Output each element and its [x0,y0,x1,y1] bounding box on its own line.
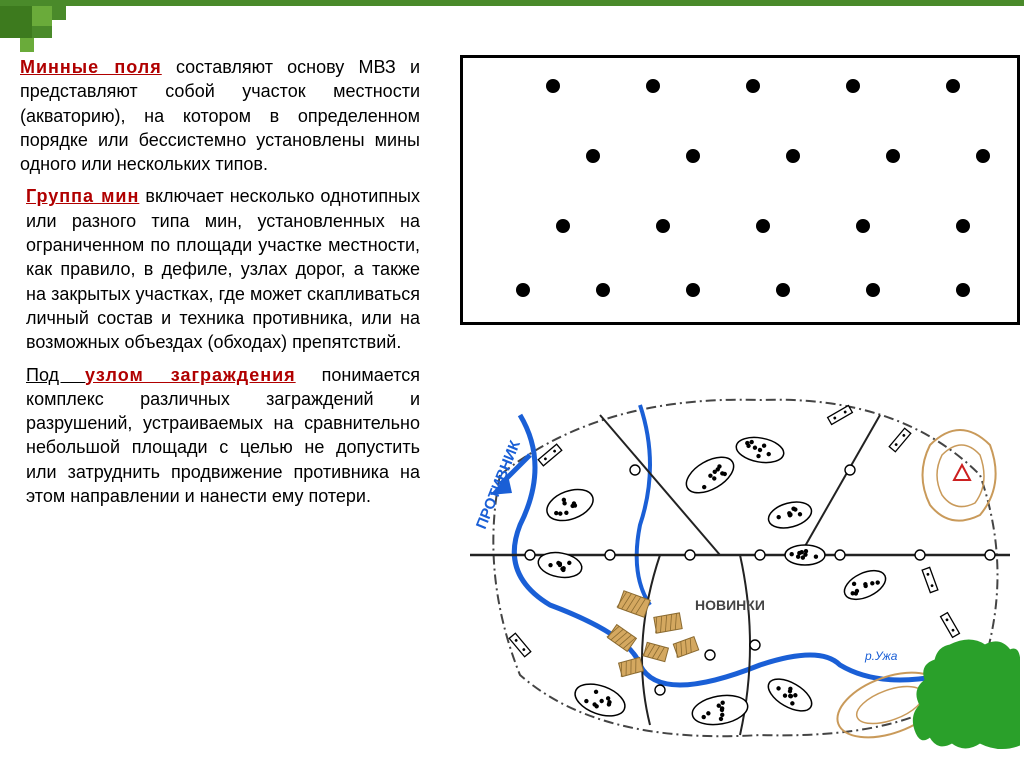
term-obstacle-node: узлом заграждения [85,365,296,385]
mine-dot [786,149,800,163]
svg-text:р.Ужа: р.Ужа [864,649,898,663]
mine-dot [756,219,770,233]
text-column: Минные поля составляют основу МВЗ и пред… [20,55,420,516]
slide-content: Минные поля составляют основу МВЗ и пред… [20,55,1004,757]
paragraph-mine-group: Группа мин включает несколько однотипных… [20,184,420,354]
mine-dot [956,219,970,233]
corner-decoration [0,0,200,50]
text-p3-pre: Под [26,365,85,385]
mine-dot [646,79,660,93]
paragraph-obstacle-node: Под узлом заграждения понимается комплек… [20,363,420,509]
mine-dot [686,283,700,297]
mine-dot [976,149,990,163]
deco-square [0,6,32,38]
deco-square [32,26,52,38]
mine-dot [856,219,870,233]
minefield-diagram [460,55,1020,325]
mine-dot [946,79,960,93]
deco-square [20,38,34,52]
mine-dot [776,283,790,297]
mine-dot [546,79,560,93]
tactical-map: ПРОТИВНИК НОВИНКИ р.Ужа [460,345,1020,755]
mine-dot [586,149,600,163]
term-minefields: Минные поля [20,57,162,77]
svg-text:НОВИНКИ: НОВИНКИ [695,597,765,613]
paragraph-minefields: Минные поля составляют основу МВЗ и пред… [20,55,420,176]
mine-dot [846,79,860,93]
deco-square [32,6,52,26]
term-mine-group: Группа мин [26,186,139,206]
text-p3: понимается комплекс различных заграждени… [26,365,420,506]
svg-text:ПРОТИВНИК: ПРОТИВНИК [473,437,524,531]
mine-dot [596,283,610,297]
mine-dot [686,149,700,163]
mine-dot [866,283,880,297]
text-p2: включает несколько однотипных или разног… [26,186,420,352]
deco-square [52,6,66,20]
mine-dot [956,283,970,297]
mine-dot [556,219,570,233]
mine-dot [746,79,760,93]
mine-dot [516,283,530,297]
mine-dot [886,149,900,163]
mine-dot [656,219,670,233]
tactical-map-svg: ПРОТИВНИК НОВИНКИ р.Ужа [460,345,1020,755]
